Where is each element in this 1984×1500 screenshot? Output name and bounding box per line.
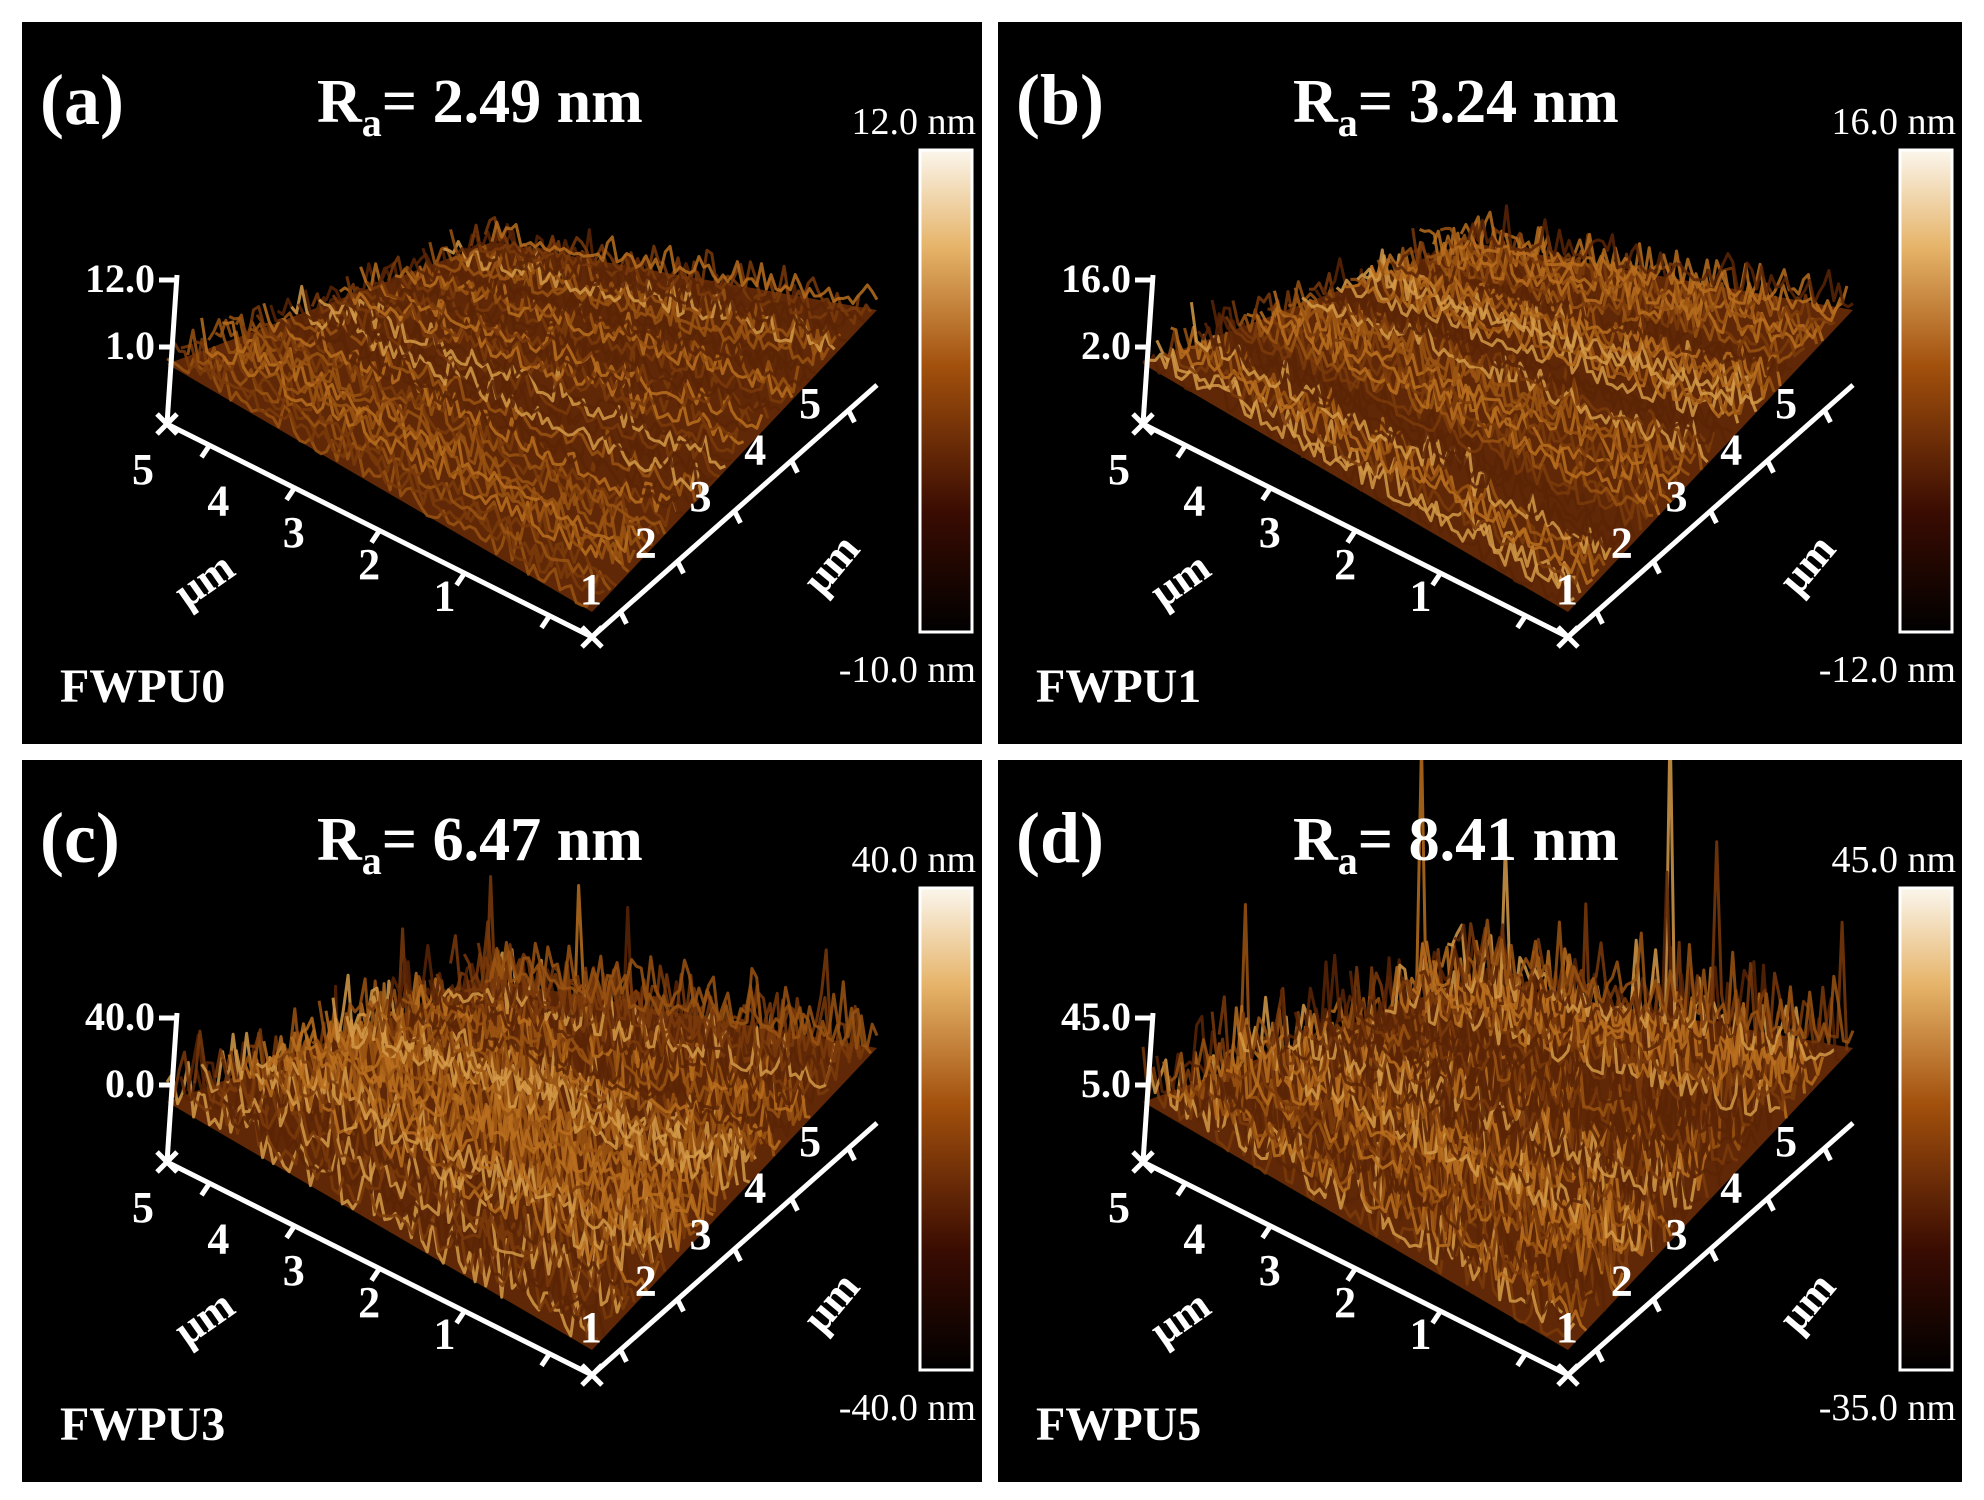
axes bbox=[1131, 1012, 1855, 1387]
y-tick-4: 4 bbox=[744, 1163, 766, 1212]
x-axis-unit: μm bbox=[1141, 542, 1220, 617]
z-tick-max: 12.0 bbox=[85, 256, 155, 301]
z-tick-mid: 0.0 bbox=[105, 1061, 155, 1106]
height-colorbar bbox=[1898, 886, 1954, 1372]
x-tick-1: 1 bbox=[434, 571, 456, 620]
y-axis-unit: μm bbox=[792, 1263, 869, 1342]
x-axis-unit: μm bbox=[165, 1280, 244, 1355]
colorbar-max: 16.0 nm bbox=[1831, 101, 1956, 143]
y-tick-4: 4 bbox=[744, 425, 766, 474]
x-tick-3: 3 bbox=[1259, 508, 1281, 557]
y-tick-1: 1 bbox=[580, 1303, 602, 1352]
y-tick-5: 5 bbox=[1775, 379, 1797, 428]
y-tick-3: 3 bbox=[690, 472, 712, 521]
x-tick-1: 1 bbox=[1410, 571, 1432, 620]
y-tick-5: 5 bbox=[799, 1117, 821, 1166]
sample-name: FWPU1 bbox=[1036, 660, 1201, 713]
x-tick-3: 3 bbox=[283, 508, 305, 557]
x-tick-5: 5 bbox=[1108, 445, 1130, 494]
afm-panel-d: (d) Ra= 8.41 nm 45.0 5.0 5 4 3 2 1 μm 1 2 3 4 5 μm FWPU5… bbox=[998, 760, 1962, 1482]
surface-topography bbox=[1142, 204, 1854, 612]
x-tick-3: 3 bbox=[283, 1246, 305, 1295]
x-tick-5: 5 bbox=[132, 1183, 154, 1232]
x-tick-2: 2 bbox=[1334, 1278, 1356, 1327]
z-tick-max: 16.0 bbox=[1061, 256, 1131, 301]
x-tick-5: 5 bbox=[132, 445, 154, 494]
y-tick-2: 2 bbox=[635, 1257, 657, 1306]
surface-topography bbox=[165, 875, 879, 1350]
z-tick-mid: 1.0 bbox=[105, 323, 155, 368]
y-axis-unit: μm bbox=[792, 525, 869, 604]
height-colorbar bbox=[1898, 148, 1954, 634]
axes bbox=[155, 274, 879, 649]
colorbar-min: -40.0 nm bbox=[839, 1387, 976, 1429]
x-axis-unit: μm bbox=[1141, 1280, 1220, 1355]
roughness-label: Ra= 2.49 nm bbox=[317, 68, 643, 145]
x-tick-4: 4 bbox=[1183, 1215, 1205, 1264]
x-tick-4: 4 bbox=[207, 477, 229, 526]
panel-letter: (d) bbox=[1016, 798, 1104, 878]
z-tick-mid: 2.0 bbox=[1081, 323, 1131, 368]
afm-panel-b: (b) Ra= 3.24 nm 16.0 2.0 5 4 3 2 1 μm 1 2 3 4 5 μm FWPU1… bbox=[998, 22, 1962, 744]
x-tick-5: 5 bbox=[1108, 1183, 1130, 1232]
surface-topography bbox=[1141, 760, 1855, 1350]
y-tick-3: 3 bbox=[690, 1210, 712, 1259]
roughness-label: Ra= 6.47 nm bbox=[317, 806, 643, 883]
panel-letter: (b) bbox=[1016, 60, 1104, 140]
y-tick-2: 2 bbox=[635, 519, 657, 568]
height-colorbar bbox=[918, 886, 974, 1372]
axes bbox=[1131, 274, 1855, 649]
height-colorbar bbox=[918, 148, 974, 634]
x-tick-4: 4 bbox=[1183, 477, 1205, 526]
x-tick-3: 3 bbox=[1259, 1246, 1281, 1295]
y-tick-2: 2 bbox=[1611, 1257, 1633, 1306]
y-tick-2: 2 bbox=[1611, 519, 1633, 568]
y-tick-5: 5 bbox=[799, 379, 821, 428]
y-tick-1: 1 bbox=[1556, 1303, 1578, 1352]
colorbar-min: -12.0 nm bbox=[1819, 649, 1956, 691]
x-tick-2: 2 bbox=[358, 540, 380, 589]
roughness-label: Ra= 3.24 nm bbox=[1293, 68, 1619, 145]
y-tick-4: 4 bbox=[1720, 1163, 1742, 1212]
y-tick-3: 3 bbox=[1666, 472, 1688, 521]
axes bbox=[155, 1012, 879, 1387]
y-tick-3: 3 bbox=[1666, 1210, 1688, 1259]
afm-panel-c: (c) Ra= 6.47 nm 40.0 0.0 5 4 3 2 1 μm 1 2 3 4 5 μm FWPU3… bbox=[22, 760, 982, 1482]
x-tick-4: 4 bbox=[207, 1215, 229, 1264]
panel-letter: (c) bbox=[40, 798, 120, 878]
colorbar-max: 12.0 nm bbox=[851, 101, 976, 143]
x-tick-2: 2 bbox=[1334, 540, 1356, 589]
colorbar-max: 40.0 nm bbox=[851, 839, 976, 881]
sample-name: FWPU0 bbox=[60, 660, 225, 713]
y-axis-unit: μm bbox=[1768, 1263, 1845, 1342]
sample-name: FWPU5 bbox=[1036, 1398, 1201, 1451]
surface-topography bbox=[166, 216, 879, 612]
y-tick-1: 1 bbox=[1556, 565, 1578, 614]
y-tick-4: 4 bbox=[1720, 425, 1742, 474]
panel-letter: (a) bbox=[40, 60, 124, 140]
z-tick-mid: 5.0 bbox=[1081, 1061, 1131, 1106]
y-tick-5: 5 bbox=[1775, 1117, 1797, 1166]
y-axis-unit: μm bbox=[1768, 525, 1845, 604]
colorbar-min: -35.0 nm bbox=[1819, 1387, 1956, 1429]
roughness-label: Ra= 8.41 nm bbox=[1293, 806, 1619, 883]
afm-panel-a: (a) Ra= 2.49 nm 12.0 1.0 5 4 3 2 1 μm 1 2 3 4 5 μm FWPU0… bbox=[22, 22, 982, 744]
colorbar-min: -10.0 nm bbox=[839, 649, 976, 691]
sample-name: FWPU3 bbox=[60, 1398, 225, 1451]
colorbar-max: 45.0 nm bbox=[1831, 839, 1956, 881]
y-tick-1: 1 bbox=[580, 565, 602, 614]
x-tick-1: 1 bbox=[1410, 1309, 1432, 1358]
x-axis-unit: μm bbox=[165, 542, 244, 617]
x-tick-2: 2 bbox=[358, 1278, 380, 1327]
z-tick-max: 45.0 bbox=[1061, 994, 1131, 1039]
z-tick-max: 40.0 bbox=[85, 994, 155, 1039]
x-tick-1: 1 bbox=[434, 1309, 456, 1358]
